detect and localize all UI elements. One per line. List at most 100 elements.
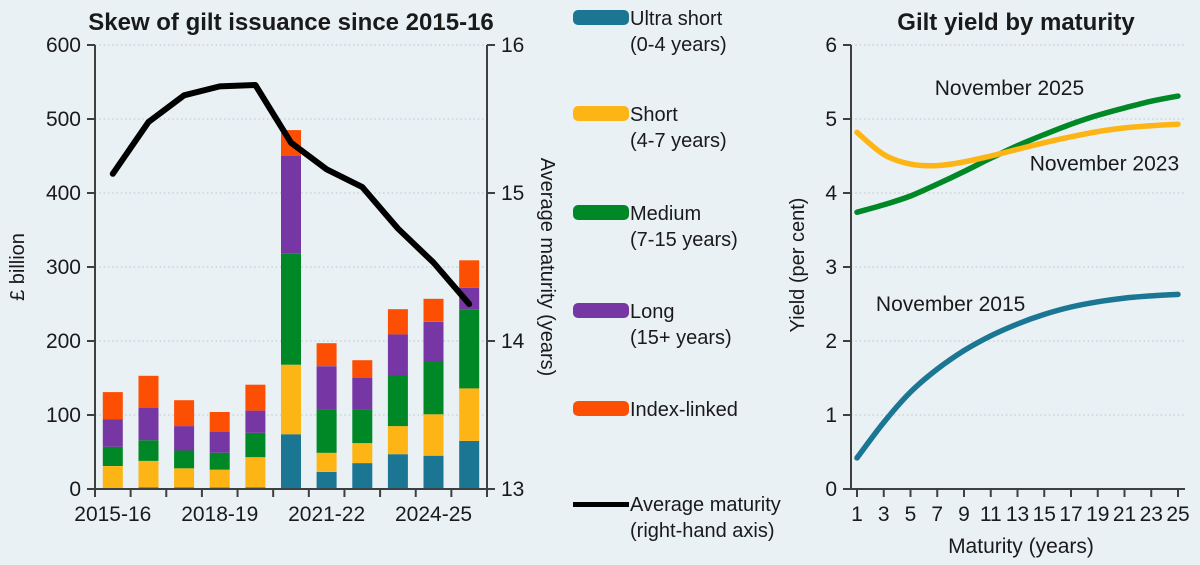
legend-sublabel: (7-15 years) bbox=[630, 229, 738, 251]
legend-sublabel: (right-hand axis) bbox=[630, 520, 775, 542]
average-maturity-line bbox=[109, 82, 473, 307]
x-tick-label: 13 bbox=[1006, 503, 1029, 526]
x-tick-label: 7 bbox=[931, 503, 943, 526]
x-tick-label: 25 bbox=[1166, 503, 1189, 526]
x-axis-title: Maturity (years) bbox=[948, 535, 1094, 558]
bar-segment bbox=[459, 388, 480, 441]
y-tick-label: 6 bbox=[825, 34, 837, 57]
legend-sublabel: (0-4 years) bbox=[630, 34, 727, 56]
bar-segment bbox=[102, 446, 123, 466]
y-axis-title: Yield (per cent) bbox=[787, 198, 809, 333]
chart-title: Skew of gilt issuance since 2015-16 bbox=[88, 9, 494, 36]
legend-item-index-linked: Index-linked bbox=[573, 397, 738, 423]
y2-tick-label: 15 bbox=[501, 182, 524, 205]
series-label: November 2015 bbox=[876, 293, 1025, 316]
bar-segment bbox=[387, 375, 408, 427]
legend-label: Long (15+ years) bbox=[630, 301, 732, 349]
bar-segment bbox=[102, 466, 123, 489]
bar-segment bbox=[209, 469, 230, 488]
bar-segment bbox=[352, 378, 373, 410]
bar-segment bbox=[102, 392, 123, 420]
series-label: November 2023 bbox=[1030, 152, 1179, 175]
bar-segment bbox=[316, 409, 337, 453]
legend-label: Medium (7-15 years) bbox=[630, 203, 738, 251]
chart-legend: Ultra short (0-4 years) Short (4-7 years) Me… bbox=[573, 0, 785, 565]
y-tick-label: 400 bbox=[46, 182, 81, 205]
y-tick-label: 600 bbox=[46, 34, 81, 57]
legend-swatch bbox=[573, 10, 629, 25]
legend-label: Index-linked bbox=[630, 399, 738, 421]
bar-segment bbox=[281, 156, 301, 254]
y2-tick-label: 14 bbox=[501, 330, 525, 353]
bar-segment bbox=[423, 321, 444, 361]
y-tick-label: 3 bbox=[825, 256, 837, 279]
y-tick-label: 500 bbox=[46, 108, 81, 131]
series-label: November 2025 bbox=[935, 77, 1084, 100]
bar-segment bbox=[245, 384, 266, 411]
bar-segment bbox=[174, 468, 195, 488]
y-tick-label: 300 bbox=[46, 256, 81, 279]
x-tick-label: 17 bbox=[1059, 503, 1082, 526]
bar-segment bbox=[209, 432, 230, 453]
bar-segment bbox=[316, 452, 337, 472]
legend-item-ultra-short: Ultra short (0-4 years) bbox=[573, 6, 727, 58]
x-tick-label: 2024-25 bbox=[395, 503, 472, 526]
bar-segment bbox=[245, 457, 266, 488]
legend-swatch bbox=[573, 106, 629, 121]
bar-segment bbox=[352, 409, 373, 444]
bar-segment bbox=[387, 426, 408, 455]
legend-item-average-maturity: Average maturity (right-hand axis) bbox=[573, 492, 781, 544]
bar-segment bbox=[138, 440, 159, 461]
y2-tick-label: 13 bbox=[501, 478, 524, 501]
legend-label: Short (4-7 years) bbox=[630, 104, 727, 152]
y2-axis-title: Average maturity (years) bbox=[536, 158, 558, 377]
legend-swatch bbox=[573, 205, 629, 220]
bar-segment bbox=[459, 260, 480, 288]
bar-segment bbox=[138, 460, 159, 488]
legend-item-short: Short (4-7 years) bbox=[573, 102, 727, 154]
bar-segment bbox=[245, 410, 266, 433]
chart-title: Gilt yield by maturity bbox=[897, 9, 1135, 36]
x-tick-label: 2015-16 bbox=[74, 503, 151, 526]
bar-segment bbox=[174, 450, 195, 469]
x-tick-label: 11 bbox=[980, 503, 1002, 526]
legend-sublabel: (15+ years) bbox=[630, 327, 732, 349]
bar-segment bbox=[387, 309, 408, 335]
bar-segment bbox=[281, 253, 301, 365]
legend-sublabel: (4-7 years) bbox=[630, 130, 727, 152]
legend-label: Average maturity (right-hand axis) bbox=[630, 494, 781, 542]
legend-swatch bbox=[573, 401, 629, 416]
x-tick-label: 21 bbox=[1113, 503, 1136, 526]
y2-tick-label: 16 bbox=[501, 34, 524, 57]
legend-item-medium: Medium (7-15 years) bbox=[573, 201, 738, 253]
legend-item-long: Long (15+ years) bbox=[573, 299, 732, 351]
y-tick-label: 5 bbox=[825, 108, 837, 131]
yield-curve-november-2023 bbox=[854, 121, 1181, 169]
bar-segment bbox=[352, 360, 373, 378]
x-tick-label: 2021-22 bbox=[288, 503, 365, 526]
x-tick-label: 5 bbox=[905, 503, 917, 526]
y-tick-label: 1 bbox=[825, 404, 837, 427]
legend-swatch bbox=[573, 502, 629, 507]
x-tick-label: 9 bbox=[958, 503, 970, 526]
bar-segment bbox=[209, 412, 230, 432]
bar-segment bbox=[209, 452, 230, 470]
legend-swatch bbox=[573, 303, 629, 318]
bar-segment bbox=[459, 309, 480, 389]
bar-segment bbox=[316, 366, 337, 410]
bar-segment bbox=[245, 432, 266, 458]
x-tick-label: 19 bbox=[1086, 503, 1109, 526]
x-tick-label: 1 bbox=[851, 503, 863, 526]
bar-segment bbox=[316, 343, 337, 367]
y-tick-label: 0 bbox=[825, 478, 837, 501]
legend-label: Ultra short (0-4 years) bbox=[630, 8, 727, 56]
yield-curve-november-2025 bbox=[854, 93, 1181, 215]
bar-segment bbox=[387, 454, 408, 489]
bar-segment bbox=[138, 407, 159, 441]
bar-segment bbox=[459, 440, 480, 489]
bar-segment bbox=[352, 463, 373, 489]
y-tick-label: 200 bbox=[46, 330, 81, 353]
x-tick-label: 15 bbox=[1033, 503, 1056, 526]
